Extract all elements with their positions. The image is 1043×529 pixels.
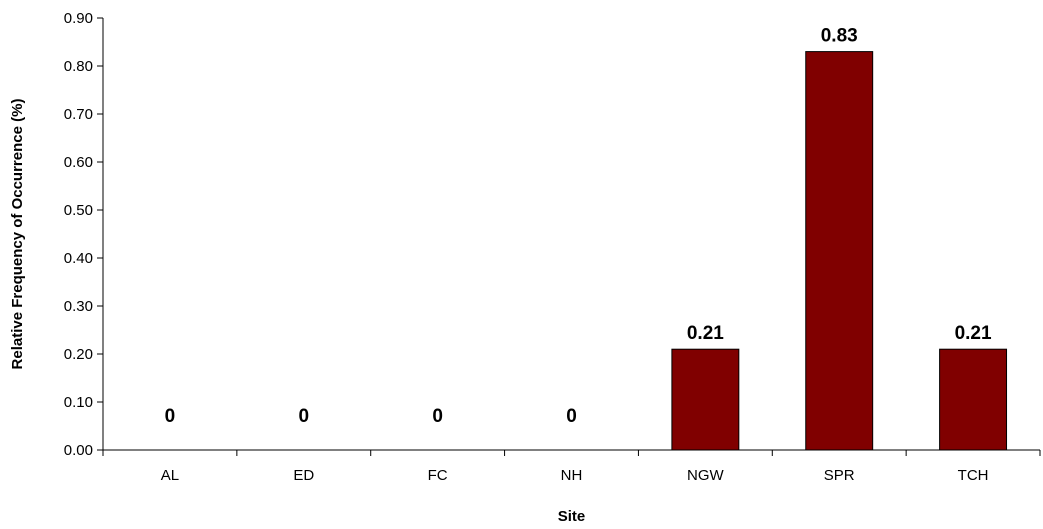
data-label-nh: 0: [566, 406, 577, 427]
x-axis-ticks: AL ED FC NH NGW SPR TCH: [102, 450, 1041, 484]
x-tick-label: SPR: [824, 467, 855, 484]
x-tick-label: NH: [561, 467, 583, 484]
x-tick-label: ED: [293, 467, 314, 484]
x-tick-label: FC: [428, 467, 448, 484]
x-tick-label: TCH: [958, 467, 989, 484]
x-tick-label: NGW: [687, 467, 725, 484]
data-label-tch: 0.21: [955, 323, 992, 344]
y-axis-ticks: 0.00 0.10 0.20 0.30 0.40 0.50 0.60 0.70 0.80 0.90: [64, 10, 103, 459]
data-label-fc: 0: [432, 406, 443, 427]
data-label-ngw: 0.21: [687, 323, 724, 344]
x-axis-title: Site: [558, 508, 586, 525]
y-tick-label: 0.90: [64, 10, 93, 27]
y-axis-title: Relative Frequency of Occurrence (%): [9, 99, 26, 370]
y-tick-label: 0.60: [64, 154, 93, 171]
x-tick-label: AL: [161, 467, 179, 484]
y-tick-label: 0.40: [64, 250, 93, 267]
data-labels: 0 0 0 0 0.21 0.83 0.21: [165, 26, 992, 427]
bar-spr: [805, 51, 874, 451]
y-tick-label: 0.10: [64, 394, 93, 411]
data-label-ed: 0: [298, 406, 309, 427]
y-tick-label: 0.30: [64, 298, 93, 315]
bars: [671, 51, 1008, 451]
data-label-spr: 0.83: [821, 26, 858, 47]
y-tick-label: 0.20: [64, 346, 93, 363]
y-tick-label: 0.80: [64, 58, 93, 75]
y-tick-label: 0.00: [64, 442, 93, 459]
y-tick-label: 0.50: [64, 202, 93, 219]
bar-ngw: [671, 348, 740, 451]
y-tick-label: 0.70: [64, 106, 93, 123]
data-label-al: 0: [165, 406, 176, 427]
bar-tch: [939, 348, 1008, 451]
